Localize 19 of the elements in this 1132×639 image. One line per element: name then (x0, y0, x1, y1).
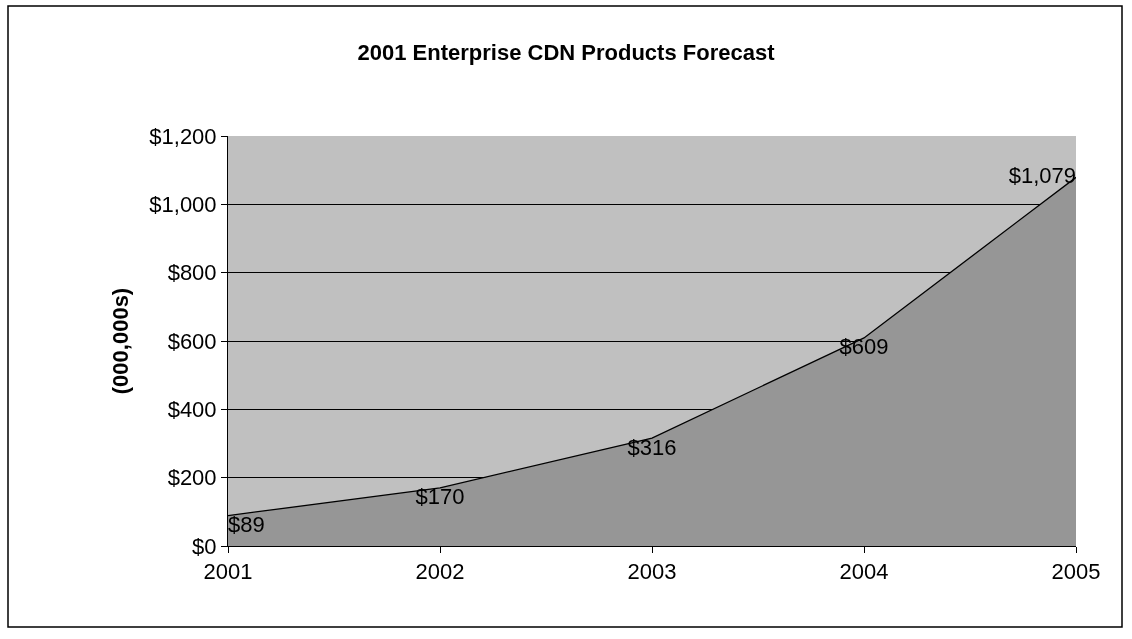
x-tick-label: 2001 (203, 559, 253, 585)
y-tick-label: $600 (167, 328, 217, 354)
data-label: $1,079 (1008, 162, 1076, 188)
y-tick-label: $400 (167, 397, 217, 423)
x-tick-label: 2003 (627, 559, 677, 585)
x-tick-label: 2004 (839, 559, 889, 585)
y-tick-label: $1,200 (149, 123, 217, 149)
data-label: $89 (228, 512, 265, 538)
y-axis-title: (000,000s) (108, 287, 134, 395)
x-tick-label: 2005 (1051, 559, 1101, 585)
y-tick-label: $800 (167, 260, 217, 286)
data-label: $170 (415, 484, 465, 510)
y-tick-label: $200 (167, 465, 217, 491)
chart-title: 2001 Enterprise CDN Products Forecast (357, 39, 776, 65)
data-label: $316 (627, 434, 677, 460)
data-label: $609 (839, 334, 889, 360)
x-tick-label: 2002 (415, 559, 465, 585)
y-tick-label: $0 (192, 533, 217, 559)
y-tick-label: $1,000 (149, 192, 217, 218)
